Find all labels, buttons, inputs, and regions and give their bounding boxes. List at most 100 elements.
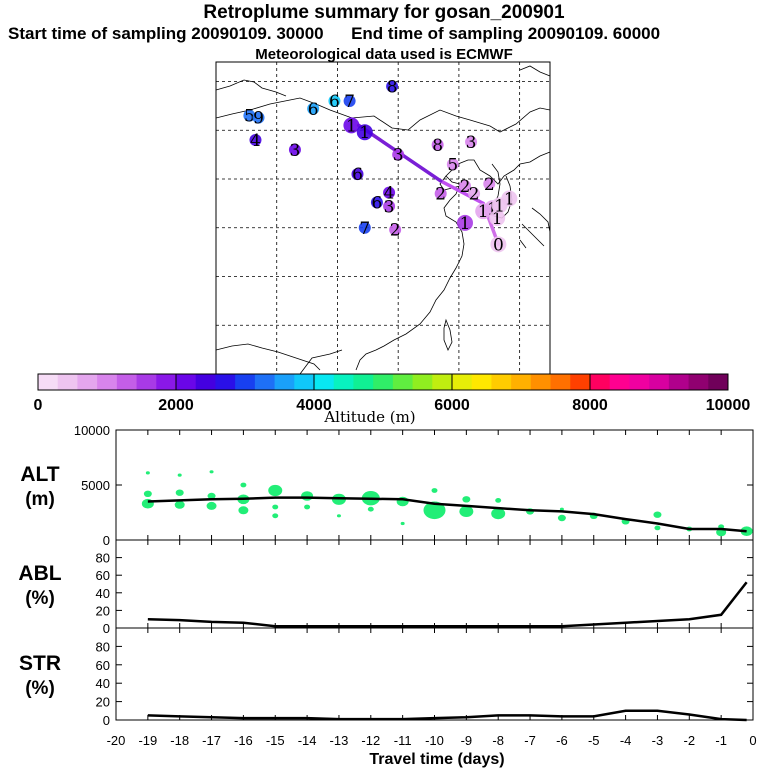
altitude-scatter-point	[268, 484, 283, 497]
x-tick-label: -4	[620, 733, 632, 748]
colorbar-swatch	[57, 374, 78, 390]
x-tick-label: -12	[361, 733, 380, 748]
colorbar-swatch	[471, 374, 492, 390]
colorbar-swatch	[353, 374, 374, 390]
x-tick-label: -16	[234, 733, 253, 748]
cluster-label: 1	[359, 123, 370, 143]
page-title: Retroplume summary for gosan_200901	[203, 2, 565, 23]
colorbar-swatch	[412, 374, 433, 390]
y-tick-label: 80	[96, 551, 110, 566]
panel-str: 0 20 40 60 80 STR (%)	[19, 627, 754, 728]
cluster-label: 7	[344, 92, 355, 112]
panel-frame	[115, 627, 754, 721]
x-tick-label: -5	[588, 733, 600, 748]
panel-frame	[115, 539, 754, 629]
panel-title: ALT	[20, 463, 59, 486]
coastline-himalaya	[215, 343, 321, 371]
cluster-label: 1	[492, 209, 503, 229]
colorbar-swatch	[373, 374, 394, 390]
time-series-panels: 0 5000 10000 ALT (m) 0 20 40 60 80 ABL (%) 0 20 40 60 80…	[18, 423, 756, 748]
trajectory-segment	[438, 179, 485, 206]
colorbar-swatch	[314, 374, 335, 390]
y-tick-label: 0	[103, 621, 110, 636]
cluster-label: 9	[253, 109, 264, 129]
altitude-scatter-point	[209, 470, 214, 474]
altitude-scatter-point	[653, 511, 662, 518]
colorbar-swatch	[215, 374, 236, 390]
altitude-scatter-point	[240, 482, 247, 488]
colorbar-tick-label: 2000	[158, 397, 194, 414]
altitude-scatter-point	[175, 489, 184, 496]
panel-alt: 0 5000 10000 ALT (m)	[20, 423, 754, 548]
cluster-label: 2	[469, 185, 480, 205]
colorbar-swatch	[176, 374, 197, 390]
x-axis-label: Travel time (days)	[369, 751, 504, 768]
cluster-marker	[252, 111, 265, 124]
colorbar-swatch	[550, 374, 571, 390]
coastline-kazakh-border	[215, 79, 287, 97]
x-tick-label: -14	[298, 733, 317, 748]
altitude-scatter-point	[272, 504, 279, 510]
colorbar-swatch	[274, 374, 295, 390]
colorbar-label: Altitude (m)	[323, 408, 415, 426]
y-tick-label: 0	[103, 713, 110, 728]
cluster-marker	[489, 210, 506, 226]
x-tick-label: -7	[524, 733, 536, 748]
cluster-marker	[389, 223, 402, 236]
cluster-label: 2	[435, 185, 446, 205]
y-tick-label: 60	[96, 658, 110, 673]
y-tick-label: 20	[96, 603, 110, 618]
colorbar-swatch	[491, 374, 512, 390]
start-time: Start time of sampling 20090109. 30000	[8, 24, 324, 43]
cluster-label: 1	[346, 116, 357, 136]
cluster-label: 1	[487, 199, 498, 219]
colorbar-swatch	[452, 374, 473, 390]
altitude-scatter-point	[145, 471, 150, 475]
y-tick-label: 80	[96, 639, 110, 654]
series-line	[147, 496, 747, 533]
altitude-scatter-point	[431, 488, 438, 493]
coastline-mongolia-border	[215, 97, 551, 133]
cluster-label: 3	[290, 141, 301, 161]
panel-title: STR	[19, 652, 61, 675]
cluster-label: 6	[372, 193, 383, 213]
colorbar-tick-label: 4000	[296, 397, 332, 414]
colorbar-tick-label: 10000	[706, 397, 751, 414]
altitude-scatter-point	[238, 506, 249, 515]
altitude-scatter-point	[459, 505, 474, 517]
altitude-scatter-point	[272, 513, 279, 519]
altitude-scatter-point	[557, 514, 566, 522]
x-tick-label: -8	[492, 733, 504, 748]
colorbar-swatch	[333, 374, 354, 390]
y-tick-label: 60	[96, 568, 110, 583]
cluster-label: 1	[494, 196, 505, 216]
cluster-label: 7	[359, 219, 370, 239]
y-tick-label: 0	[103, 533, 110, 548]
altitude-scatter-point	[491, 507, 506, 520]
x-tick-label: -6	[556, 733, 568, 748]
x-tick-label: -1	[715, 733, 727, 748]
cluster-label: 2	[390, 221, 401, 241]
colorbar-swatch	[97, 374, 118, 390]
coastline-china-east	[355, 151, 551, 371]
cluster-marker	[392, 148, 405, 161]
altitude-scatter-point	[304, 504, 311, 510]
series-line	[147, 581, 748, 628]
cluster-label: 1	[478, 202, 489, 222]
cluster-marker	[351, 168, 364, 181]
colorbar-swatch	[649, 374, 670, 390]
altitude-scatter-point	[462, 496, 471, 503]
cluster-label: 3	[384, 197, 395, 217]
cluster-marker	[328, 95, 341, 107]
cluster-marker	[386, 80, 399, 93]
altitude-scatter-point	[495, 498, 502, 503]
colorbar-swatch	[708, 374, 729, 390]
cluster-marker	[307, 102, 320, 115]
cluster-label: 3	[393, 146, 404, 166]
altitude-scatter-point	[174, 500, 185, 509]
colorbar-tick-label: 6000	[434, 397, 470, 414]
cluster-label: 6	[352, 165, 363, 185]
coastline-taiwan	[443, 318, 453, 351]
cluster-label: 4	[384, 184, 395, 204]
